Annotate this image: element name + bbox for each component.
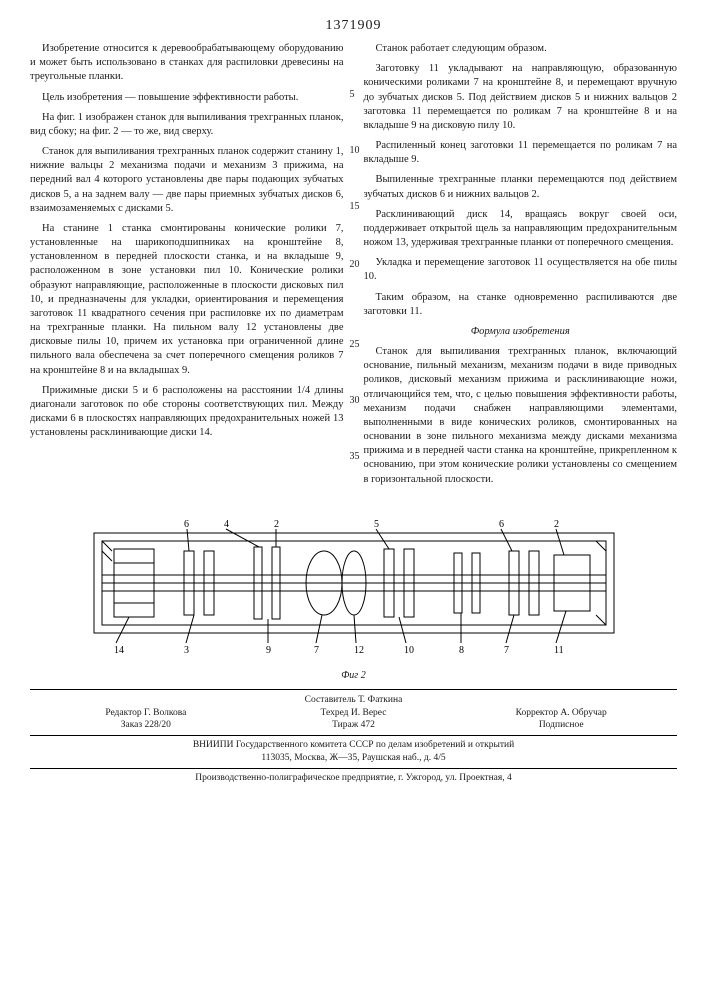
line-number: 30 [350, 394, 360, 408]
imprint-footer: Составитель Т. Фаткина Редактор Г. Волко… [30, 689, 677, 785]
order-number: Заказ 228/20 [42, 719, 250, 732]
line-number: 35 [350, 450, 360, 464]
paragraph: На фиг. 1 изображен станок для выпиливан… [30, 111, 344, 139]
printer-line: Производственно-полиграфическое предприя… [30, 768, 677, 785]
addr-line: 113035, Москва, Ж—35, Раушская наб., д. … [30, 752, 677, 765]
callout-label: 2 [274, 519, 279, 530]
paragraph: Цель изобретения — повышение эффективнос… [30, 91, 344, 105]
callout-label: 8 [459, 645, 464, 656]
callout-label: 7 [314, 645, 319, 656]
paragraph: Укладка и перемещение заготовок 11 осуще… [364, 256, 678, 284]
paragraph: Распиленный конец заготовки 11 перемещае… [364, 139, 678, 167]
line-number: 10 [350, 144, 360, 158]
editor: Редактор Г. Волкова [42, 707, 250, 720]
callout-label: 5 [374, 519, 379, 530]
callout-label: 7 [504, 645, 509, 656]
mechanical-drawing: 14 3 9 7 12 10 8 7 11 6 4 2 5 6 2 [54, 503, 654, 663]
callout-label: 12 [354, 645, 364, 656]
page: 1371909 Изобретение относится к деревооб… [0, 0, 707, 803]
callout-label: 2 [554, 519, 559, 530]
callout-label: 9 [266, 645, 271, 656]
callout-label: 14 [114, 645, 124, 656]
paragraph: Станок работает следующим образом. [364, 42, 678, 56]
claim-text: Станок для выпиливания трехгранных плано… [364, 345, 678, 487]
org-line: ВНИИПИ Государственного комитета СССР по… [30, 739, 677, 752]
paragraph: Расклинивающий диск 14, вращаясь вокруг … [364, 208, 678, 251]
figure-2: 14 3 9 7 12 10 8 7 11 6 4 2 5 6 2 Фиг 2 [30, 503, 677, 681]
paragraph: На станине 1 станка смонтированы коничес… [30, 222, 344, 378]
line-number: 5 [350, 88, 355, 102]
paragraph: Станок для выпиливания трехгранных плано… [30, 145, 344, 216]
corrector: Корректор А. Обручар [457, 707, 665, 720]
compiler-line: Составитель Т. Фаткина [30, 694, 677, 707]
sign: Подписное [457, 719, 665, 732]
left-column: Изобретение относится к деревообрабатыва… [30, 42, 344, 493]
callout-label: 11 [554, 645, 564, 656]
claims-heading: Формула изобретения [364, 325, 678, 339]
figure-caption: Фиг 2 [30, 670, 677, 681]
techred: Техред И. Верес [250, 707, 458, 720]
callout-label: 6 [499, 519, 504, 530]
paragraph: Прижимные диски 5 и 6 расположены на рас… [30, 384, 344, 441]
line-number: 20 [350, 258, 360, 272]
paragraph: Заготовку 11 укладывают на направляющую,… [364, 62, 678, 133]
tirazh: Тираж 472 [250, 719, 458, 732]
callout-label: 3 [184, 645, 189, 656]
paragraph: Таким образом, на станке одновременно ра… [364, 291, 678, 319]
callout-label: 10 [404, 645, 414, 656]
two-column-text: Изобретение относится к деревообрабатыва… [30, 42, 677, 493]
callout-label: 6 [184, 519, 189, 530]
figure-labels: 14 3 9 7 12 10 8 7 11 6 4 2 5 6 2 [114, 519, 564, 656]
paragraph: Выпиленные трехгранные планки перемещают… [364, 173, 678, 201]
right-column: 5 10 15 20 25 30 35 Станок работает след… [364, 42, 678, 493]
line-number: 25 [350, 338, 360, 352]
callout-label: 4 [224, 519, 229, 530]
paragraph: Изобретение относится к деревообрабатыва… [30, 42, 344, 85]
line-number: 15 [350, 200, 360, 214]
patent-number: 1371909 [30, 18, 677, 34]
